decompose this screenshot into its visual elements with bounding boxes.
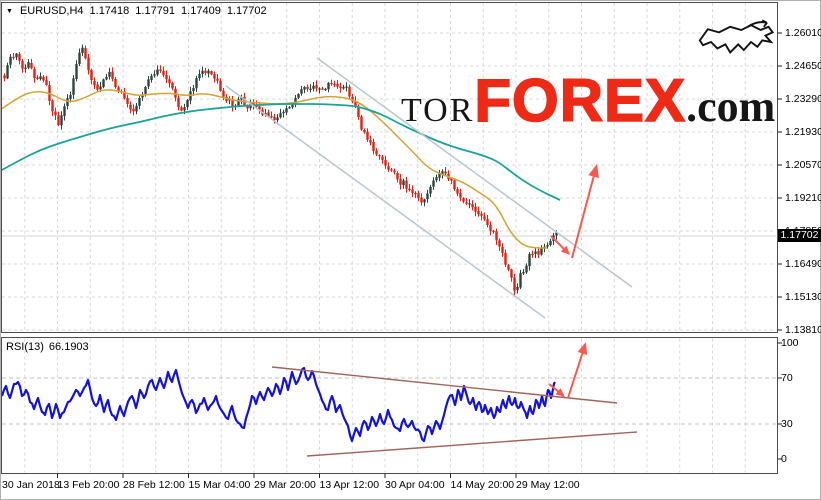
ohlc-high: 1.17791 <box>135 5 176 17</box>
watermark-brand: FOREX <box>474 67 687 134</box>
y-axis-label: 1.16490 <box>785 258 821 270</box>
watermark-suffix: .com <box>686 82 776 131</box>
x-axis-label: 13 Apr 12:00 <box>319 479 380 491</box>
x-axis-label: 15 Mar 04:00 <box>188 479 251 491</box>
y-axis-label: 1.19210 <box>785 192 821 204</box>
rsi-axis-label: 30 <box>781 418 793 430</box>
rsi-indicator-label: RSI(13) 66.1903 <box>6 341 89 353</box>
symbol-dropdown-icon: ▼ <box>6 7 13 15</box>
bull-icon <box>698 19 775 54</box>
ohlc-low: 1.17409 <box>181 5 221 17</box>
y-axis-label: 1.21930 <box>785 126 821 138</box>
x-axis-label: 30 Jan 2018 <box>2 479 60 491</box>
ohlc-open: 1.17418 <box>89 5 130 17</box>
y-axis-label: 1.20570 <box>785 159 821 171</box>
y-axis-label: 1.13810 <box>785 324 821 336</box>
x-axis-label: 13 Feb 20:00 <box>57 479 120 491</box>
rsi-axis-label: 0 <box>781 453 787 465</box>
x-axis-label: 30 Apr 04:00 <box>385 479 445 491</box>
y-axis-label: 1.15130 <box>785 291 821 303</box>
chart-header: ▼ EURUSD,H4 1.17418 1.17791 1.17409 1.17… <box>6 5 267 17</box>
x-axis-label: 29 Mar 20:00 <box>254 479 316 491</box>
y-axis-label: 1.24650 <box>785 60 821 72</box>
y-axis-label: 1.26010 <box>785 27 821 39</box>
y-axis-label: 1.23290 <box>785 93 821 105</box>
watermark-prefix: TOR <box>401 92 475 129</box>
x-axis-label: 14 May 20:00 <box>450 479 515 491</box>
rsi-axis-label: 100 <box>781 337 799 349</box>
symbol-timeframe: EURUSD,H4 <box>19 5 84 17</box>
rsi-value: 66.1903 <box>48 341 89 353</box>
watermark-text: TOR FOREX .com <box>401 67 781 134</box>
watermark-logo: TOR FOREX .com <box>401 19 781 137</box>
rsi-axis-label: 70 <box>781 372 793 384</box>
rsi-name: RSI(13) <box>6 341 44 353</box>
current-price-tag: 1.17702 <box>778 229 821 242</box>
x-axis-label: 29 May 12:00 <box>516 479 580 491</box>
x-axis-label: 28 Feb 12:00 <box>123 479 185 491</box>
ohlc-close: 1.17702 <box>226 5 267 17</box>
